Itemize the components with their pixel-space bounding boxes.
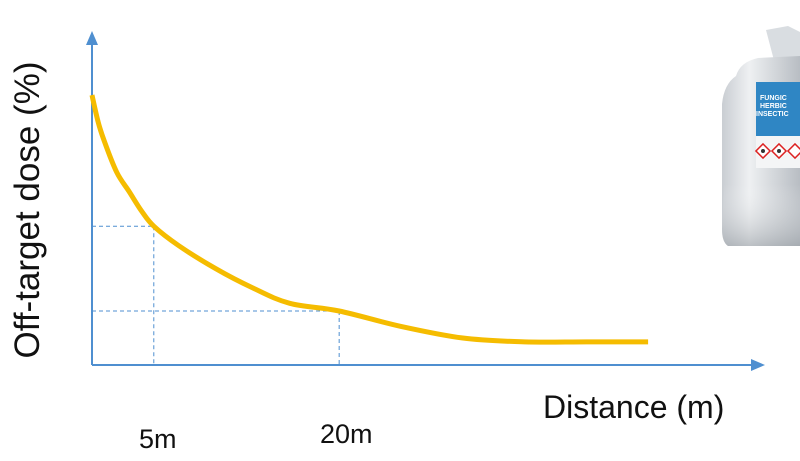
y-axis-arrow (86, 31, 98, 45)
y-axis-label: Off-target dose (%) (8, 61, 47, 359)
x-axis-arrow (751, 359, 765, 371)
x-tick-label-20m: 20m (320, 419, 373, 449)
jug-label-line-2: HERBIC (760, 103, 787, 110)
x-axis-label: Distance (m) (543, 389, 725, 425)
pesticide-jug-icon: FUNGIC HERBIC INSECTIC (718, 24, 800, 246)
x-tick-label-5m: 5m (139, 424, 177, 454)
series-line-1 (89, 94, 649, 345)
jug-label-line-3: INSECTIC (756, 111, 789, 118)
jug-label-line-1: FUNGIC (760, 95, 787, 102)
